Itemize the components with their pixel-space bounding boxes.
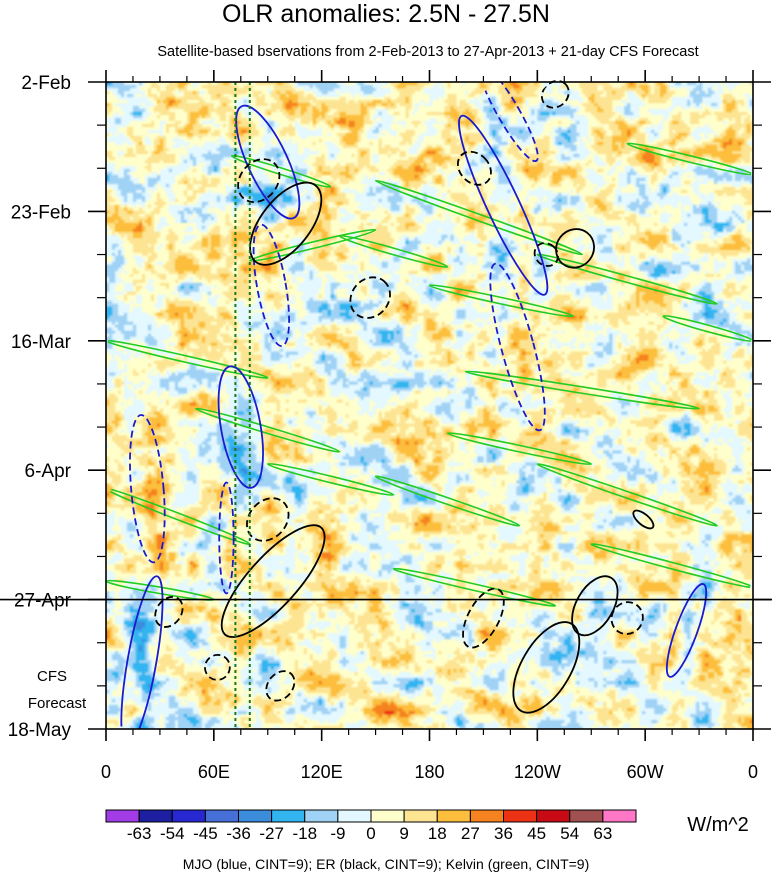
colorbar-level-label: -54 [160,824,185,843]
colorbar-level-label: 36 [494,824,513,843]
colorbar-units: W/m^2 [687,814,749,836]
colorbar: -63 -54 -45 -36 -27 -18 -9 0 9 18 27 36 45 54 63 [105,809,637,843]
kelvin-contour [248,228,377,262]
colorbar-level-label: -18 [292,824,317,843]
y-tick-label: 18-May [8,720,72,741]
mjo-contour [478,63,539,163]
kelvin-contour [195,407,341,453]
er-contour [349,276,391,319]
colorbar-swatch [271,809,306,823]
axes: 0 60E 120E 180 120W 60W 0 2-Feb 23-Feb 16-Mar 6-Ap… [8,70,771,782]
mjo-contour [458,114,549,296]
mjo-contour [252,223,290,347]
kelvin-contour [374,475,521,527]
x-tick-label: 180 [414,762,444,782]
kelvin-contour [536,463,718,527]
colorbar-swatch [403,809,438,823]
y-tick-label: 16-Mar [11,332,72,353]
colorbar-level-label: 63 [593,824,612,843]
x-tick-label: 60E [198,762,230,782]
kelvin-contour [374,179,584,256]
colorbar-swatch [469,809,504,823]
olr-anomaly-field [106,82,753,729]
footer-legend: MJO (blue, CINT=9); ER (black, CINT=9); … [183,856,590,872]
mjo-contour [665,583,708,678]
er-contour [512,621,581,714]
er-contour [456,150,492,186]
er-contour [246,497,290,542]
colorbar-swatch [105,809,140,823]
kelvin-contour [230,154,332,188]
er-contour [154,596,184,628]
kelvin-contour [338,234,449,268]
colorbar-swatch [171,809,206,823]
colorbar-swatch [503,809,538,823]
x-tick-label: 60W [627,762,664,782]
y-tick-label: 23-Feb [11,202,71,223]
x-tick-label: 120E [301,762,343,782]
forecast-label-line1: CFS [37,668,67,685]
colorbar-swatch [602,809,637,823]
kelvin-contour [392,567,557,607]
mjo-contour [235,104,301,220]
colorbar-swatch [304,809,339,823]
er-contour [265,670,296,702]
colorbar-level-label: 18 [428,824,447,843]
er-contour [533,242,559,267]
chart-title: OLR anomalies: 2.5N - 27.5N [222,0,550,28]
y-tick-label: 27-Apr [14,591,72,612]
colorbar-level-label: 0 [366,824,375,843]
colorbar-swatch [138,809,173,823]
colorbar-level-label: -36 [226,824,251,843]
colorbar-level-label: -27 [259,824,284,843]
er-contour [632,509,655,530]
colorbar-swatch [436,809,471,823]
er-contour [555,228,595,269]
colorbar-swatch [370,809,405,823]
colorbar-level-label: 27 [461,824,480,843]
colorbar-swatch [536,809,571,823]
er-contour [249,181,323,266]
colorbar-swatch [204,809,239,823]
x-tick-label: 0 [101,762,111,782]
chart-subtitle: Satellite-based bservations from 2-Feb-2… [157,44,698,60]
colorbar-swatch [337,809,372,823]
er-contour [541,80,570,109]
er-contour [204,653,231,681]
colorbar-swatch [569,809,604,823]
colorbar-level-label: 9 [399,824,408,843]
mjo-contour [129,414,166,564]
y-tick-label: 6-Apr [25,461,72,482]
colorbar-swatch [238,809,273,823]
forecast-label-line2: Forecast [28,695,87,712]
mjo-contour [489,262,546,432]
colorbar-level-label: -9 [330,824,345,843]
y-tick-label: 2-Feb [21,73,71,94]
mjo-contour [217,365,264,489]
x-tick-label: 0 [748,762,758,782]
kelvin-contour [428,284,575,318]
colorbar-level-label: 54 [560,824,579,843]
kelvin-contour [446,432,593,466]
er-contour [571,575,619,637]
plot-area [0,63,772,748]
er-contour [220,524,326,638]
x-tick-label: 120W [514,762,561,782]
er-contour [610,601,644,635]
colorbar-level-label: -63 [127,824,152,843]
colorbar-level-label: 45 [527,824,546,843]
mjo-contour [218,481,235,595]
kelvin-contour [536,253,718,305]
kelvin-contour [266,462,395,496]
kelvin-contour [464,370,700,410]
colorbar-level-label: -45 [193,824,218,843]
er-contour [462,587,505,649]
